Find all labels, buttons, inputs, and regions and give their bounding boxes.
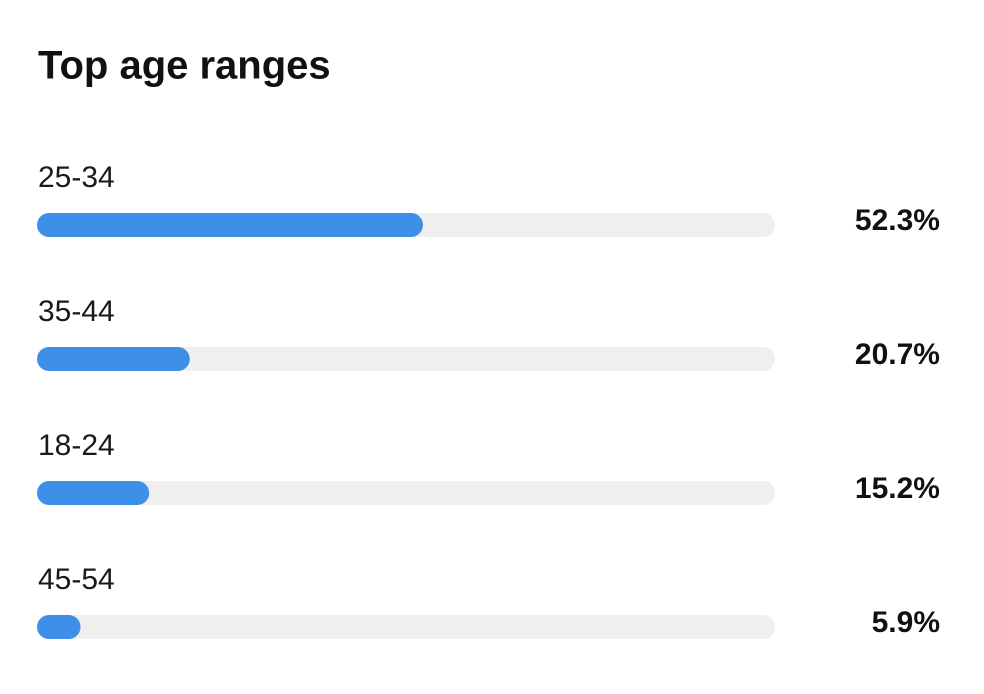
chart-title: Top age ranges (38, 44, 331, 88)
bar (37, 213, 423, 237)
bar-track (37, 481, 775, 505)
bar-track (37, 615, 775, 639)
value-label: 5.9% (872, 606, 940, 639)
category-label: 18-24 (38, 429, 115, 462)
bar (37, 347, 190, 371)
category-label: 35-44 (38, 295, 115, 328)
value-label: 52.3% (855, 204, 940, 237)
category-label: 25-34 (38, 161, 115, 194)
bar-track (37, 347, 775, 371)
value-label: 20.7% (855, 338, 940, 371)
bar (37, 481, 150, 505)
value-label: 15.2% (855, 472, 940, 505)
bar (37, 615, 81, 639)
category-label: 45-54 (38, 563, 115, 596)
